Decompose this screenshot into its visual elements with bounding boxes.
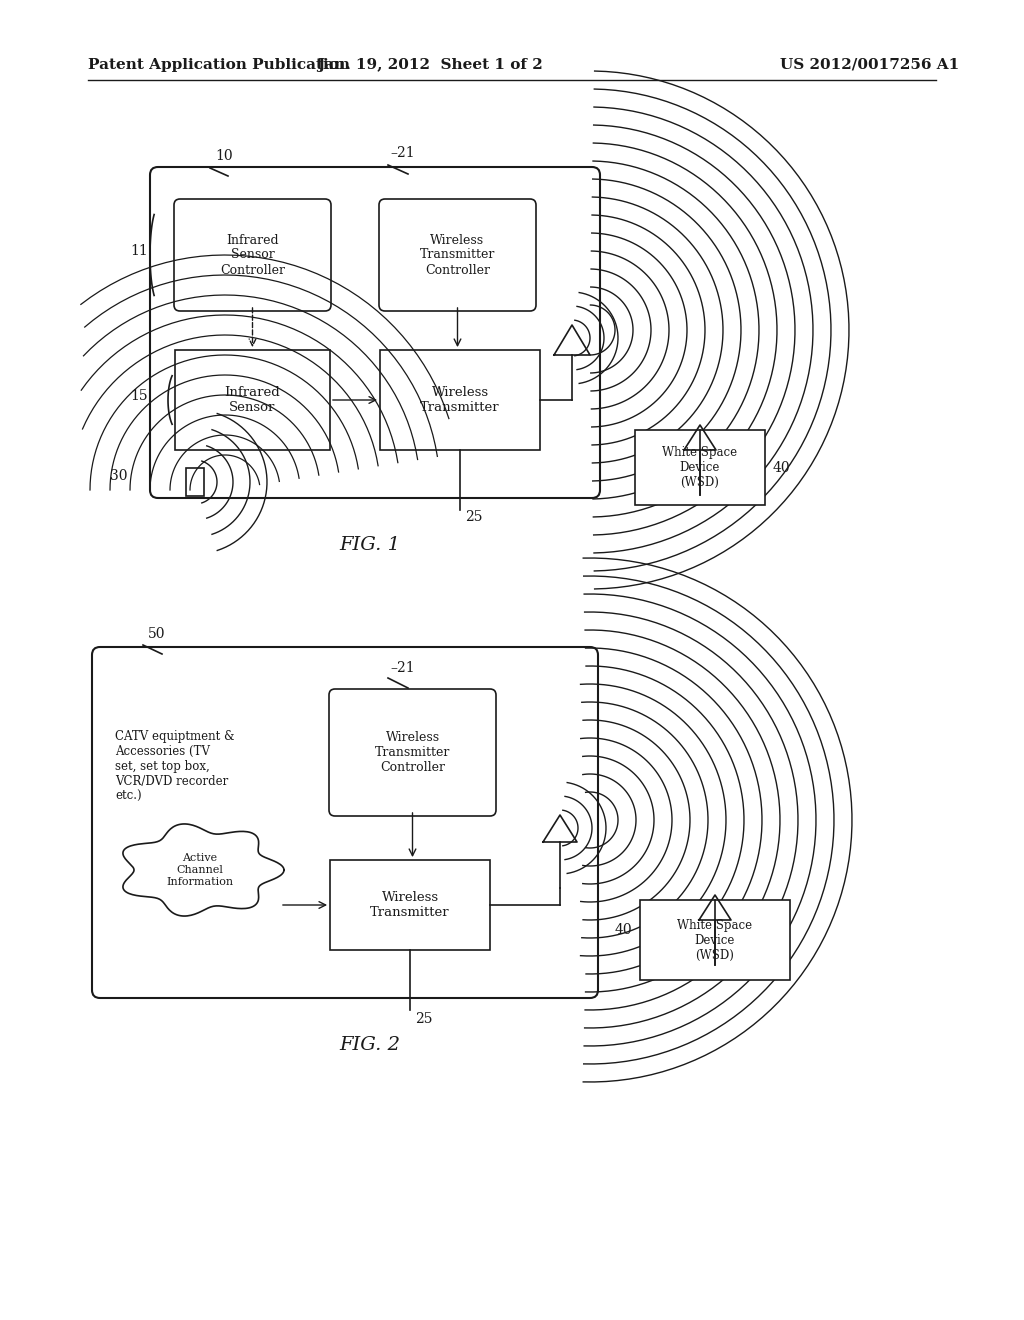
Text: Wireless
Transmitter
Controller: Wireless Transmitter Controller — [375, 731, 451, 774]
FancyBboxPatch shape — [92, 647, 598, 998]
Text: Patent Application Publication: Patent Application Publication — [88, 58, 350, 73]
Text: Wireless
Transmitter: Wireless Transmitter — [420, 385, 500, 414]
Text: Wireless
Transmitter: Wireless Transmitter — [371, 891, 450, 919]
Text: 40: 40 — [615, 923, 633, 937]
FancyBboxPatch shape — [175, 350, 330, 450]
Text: FIG. 2: FIG. 2 — [340, 1036, 400, 1053]
FancyBboxPatch shape — [150, 168, 600, 498]
FancyBboxPatch shape — [380, 350, 540, 450]
Text: Active
Channel
Information: Active Channel Information — [167, 854, 233, 887]
Text: 10: 10 — [215, 149, 232, 162]
FancyBboxPatch shape — [640, 900, 790, 979]
Text: FIG. 1: FIG. 1 — [340, 536, 400, 554]
Text: –21: –21 — [390, 661, 415, 675]
Text: 50: 50 — [148, 627, 166, 642]
Text: Infrared
Sensor
Controller: Infrared Sensor Controller — [220, 234, 285, 276]
Text: Infrared
Sensor: Infrared Sensor — [224, 385, 281, 414]
FancyBboxPatch shape — [635, 430, 765, 506]
FancyBboxPatch shape — [330, 861, 490, 950]
FancyBboxPatch shape — [174, 199, 331, 312]
Text: US 2012/0017256 A1: US 2012/0017256 A1 — [780, 58, 959, 73]
FancyBboxPatch shape — [329, 689, 496, 816]
Text: 25: 25 — [415, 1012, 432, 1026]
FancyBboxPatch shape — [379, 199, 536, 312]
Text: 30: 30 — [110, 469, 128, 483]
Text: White Space
Device
(WSD): White Space Device (WSD) — [678, 919, 753, 961]
Text: Jan. 19, 2012  Sheet 1 of 2: Jan. 19, 2012 Sheet 1 of 2 — [317, 58, 543, 73]
Text: 25: 25 — [465, 510, 482, 524]
Text: Wireless
Transmitter
Controller: Wireless Transmitter Controller — [420, 234, 496, 276]
Text: CATV equiptment &
Accessories (TV
set, set top box,
VCR/DVD recorder
etc.): CATV equiptment & Accessories (TV set, s… — [115, 730, 234, 803]
Text: 40: 40 — [773, 461, 791, 474]
Bar — [186, 469, 204, 496]
Text: 15: 15 — [130, 389, 148, 403]
Text: 11: 11 — [130, 244, 148, 257]
Text: White Space
Device
(WSD): White Space Device (WSD) — [663, 446, 737, 488]
Text: –21: –21 — [390, 147, 415, 160]
